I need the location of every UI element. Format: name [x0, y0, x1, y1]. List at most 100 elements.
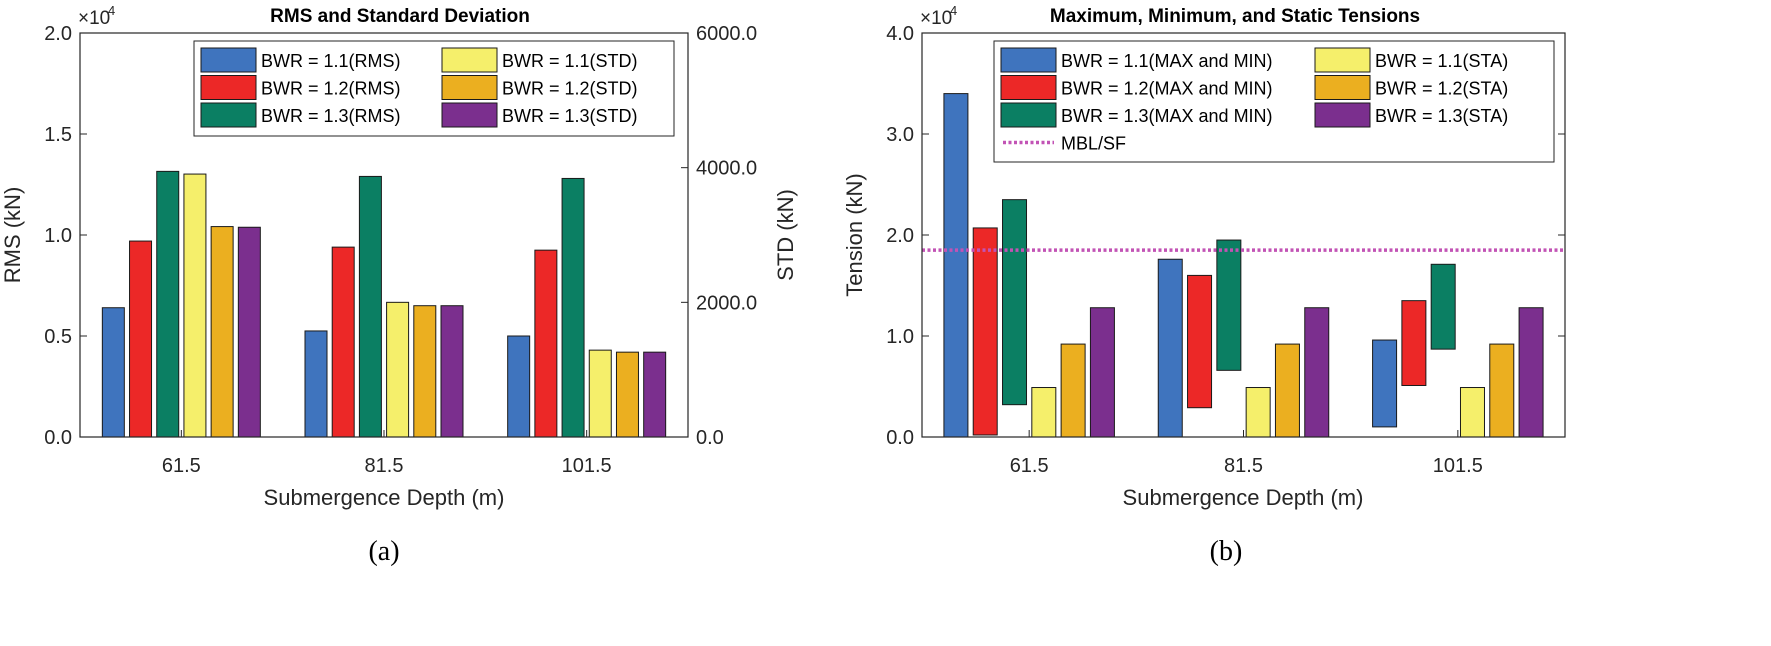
- bar-bwr-1-2-max-and-min-81-5: [1187, 274, 1213, 409]
- legend-swatch-bwr-1-3-std: [441, 102, 498, 128]
- legend-label-mbl-sf: MBL/SF: [1061, 134, 1126, 154]
- bar-bwr-1-1-max-and-min-61-5: [943, 93, 969, 438]
- x-tick-label: 101.5: [1433, 455, 1483, 477]
- bar-bwr-1-3-std-81-5: [440, 305, 464, 438]
- bar-bwr-1-1-sta-81-5: [1245, 387, 1271, 438]
- bar-bwr-1-2-std-101-5: [615, 351, 639, 438]
- legend-swatch-bwr-1-1-max-and-min: [1000, 47, 1057, 73]
- bar-bwr-1-3-sta-101-5: [1518, 307, 1544, 438]
- chart-a-x-label: Submergence Depth (m): [264, 485, 505, 510]
- legend-label-bwr-1-3-sta: BWR = 1.3(STA): [1375, 106, 1508, 126]
- legend-label-bwr-1-1-rms: BWR = 1.1(RMS): [261, 51, 401, 71]
- y-tick-label: 3.0: [886, 124, 914, 146]
- chart-a-axes: 0.0 0.5 1.0 1.5 2.0 0.0 2000.0 4000.0 6000.0 61.5…: [44, 23, 757, 477]
- chart-a-title: RMS and Standard Deviation: [270, 6, 530, 27]
- bar-bwr-1-2-std-61-5: [210, 226, 234, 438]
- bar-bwr-1-2-std-81-5: [413, 305, 437, 438]
- y-tick-label: 0.0: [44, 427, 72, 449]
- bar-bwr-1-1-std-61-5: [183, 173, 207, 438]
- chart-a-legend: BWR = 1.1(RMS) BWR = 1.2(RMS) BWR = 1.3(RM…: [193, 40, 675, 137]
- y-tick-label: 0.5: [44, 326, 72, 348]
- bar-bwr-1-1-sta-101-5: [1459, 387, 1485, 438]
- bar-bwr-1-1-max-and-min-101-5: [1372, 339, 1398, 428]
- bar-bwr-1-3-max-and-min-81-5: [1216, 239, 1242, 371]
- legend-swatch-bwr-1-3-sta: [1314, 102, 1371, 128]
- bar-bwr-1-2-sta-81-5: [1274, 343, 1300, 438]
- legend-label-bwr-1-2-max-and-min: BWR = 1.2(MAX and MIN): [1061, 79, 1273, 99]
- chart-rms-std: RMS and Standard Deviation ×10 4 0.0 0.5 1…: [0, 3, 798, 567]
- bar-bwr-1-3-std-61-5: [237, 226, 261, 438]
- legend-label-bwr-1-2-std: BWR = 1.2(STD): [502, 79, 638, 99]
- y-tick-label: 4.0: [886, 23, 914, 45]
- bar-bwr-1-2-rms-81-5: [331, 246, 355, 438]
- legend-label-bwr-1-2-rms: BWR = 1.2(RMS): [261, 79, 401, 99]
- bar-bwr-1-3-rms-101-5: [561, 177, 585, 438]
- chart-b-bars: [943, 93, 1544, 438]
- legend-swatch-bwr-1-2-rms: [200, 75, 257, 100]
- legend-label-bwr-1-3-max-and-min: BWR = 1.3(MAX and MIN): [1061, 106, 1273, 126]
- chart-a-y-label-right: STD (kN): [773, 189, 798, 281]
- bar-bwr-1-2-sta-61-5: [1060, 343, 1086, 438]
- bar-bwr-1-3-rms-81-5: [358, 175, 382, 438]
- chart-a-bars: [101, 170, 667, 438]
- y-right-tick-label: 4000.0: [696, 158, 757, 180]
- chart-a-y-exponent-power: 4: [108, 3, 115, 18]
- legend-swatch-bwr-1-2-max-and-min: [1000, 75, 1057, 100]
- bar-bwr-1-3-rms-61-5: [156, 170, 180, 438]
- chart-a-y-label: RMS (kN): [0, 187, 25, 284]
- y-right-tick-label: 6000.0: [696, 23, 757, 45]
- y-tick-label: 2.0: [886, 225, 914, 247]
- chart-b-x-label: Submergence Depth (m): [1123, 485, 1364, 510]
- bar-bwr-1-3-std-101-5: [643, 351, 667, 438]
- bar-bwr-1-3-sta-81-5: [1304, 307, 1330, 438]
- x-tick-label: 81.5: [365, 455, 404, 477]
- chart-b-title: Maximum, Minimum, and Static Tensions: [1050, 6, 1420, 27]
- bar-bwr-1-1-std-81-5: [386, 301, 410, 438]
- bar-bwr-1-2-rms-101-5: [534, 249, 558, 438]
- bar-bwr-1-3-sta-61-5: [1089, 307, 1115, 438]
- x-tick-label: 61.5: [1010, 455, 1049, 477]
- chart-tensions: Maximum, Minimum, and Static Tensions ×1…: [842, 3, 1566, 567]
- chart-b-panel-label: (b): [1210, 536, 1243, 567]
- x-tick-label: 101.5: [562, 455, 612, 477]
- bar-bwr-1-1-max-and-min-81-5: [1157, 258, 1183, 438]
- legend-label-bwr-1-1-std: BWR = 1.1(STD): [502, 51, 638, 71]
- bar-bwr-1-2-sta-101-5: [1489, 343, 1515, 438]
- legend-box: [193, 40, 675, 137]
- legend-label-bwr-1-3-std: BWR = 1.3(STD): [502, 106, 638, 126]
- y-tick-label: 1.0: [44, 225, 72, 247]
- y-tick-label: 1.5: [44, 124, 72, 146]
- y-right-tick-label: 0.0: [696, 427, 724, 449]
- bar-bwr-1-1-rms-101-5: [507, 335, 531, 438]
- y-right-tick-label: 2000.0: [696, 292, 757, 314]
- chart-a-plot-frame: [79, 32, 689, 438]
- y-tick-label: 0.0: [886, 427, 914, 449]
- bar-bwr-1-2-rms-61-5: [129, 240, 153, 438]
- chart-b-y-exponent-power: 4: [950, 3, 957, 18]
- legend-swatch-bwr-1-2-std: [441, 75, 498, 100]
- legend-swatch-bwr-1-3-max-and-min: [1000, 102, 1057, 128]
- legend-swatch-bwr-1-1-sta: [1314, 47, 1371, 73]
- bar-bwr-1-1-std-101-5: [588, 349, 612, 438]
- legend-label-bwr-1-1-sta: BWR = 1.1(STA): [1375, 51, 1508, 71]
- x-tick-label: 61.5: [162, 455, 201, 477]
- y-tick-label: 2.0: [44, 23, 72, 45]
- chart-b-y-label: Tension (kN): [842, 173, 867, 296]
- legend-swatch-bwr-1-1-rms: [200, 47, 257, 73]
- bar-bwr-1-3-max-and-min-101-5: [1430, 263, 1456, 350]
- bar-bwr-1-2-max-and-min-61-5: [972, 227, 998, 436]
- legend-swatch-bwr-1-2-sta: [1314, 75, 1371, 100]
- x-tick-label: 81.5: [1224, 455, 1263, 477]
- chart-b-plot-frame: [921, 32, 1566, 438]
- bar-bwr-1-1-rms-81-5: [304, 330, 328, 438]
- legend-box: [993, 40, 1555, 163]
- bar-bwr-1-3-max-and-min-61-5: [1002, 199, 1028, 406]
- chart-b-axes: 0.0 1.0 2.0 3.0 4.0 61.5 81.5 101.5: [886, 23, 1565, 477]
- chart-b-y-exponent-base: ×10: [920, 8, 952, 29]
- chart-a-panel-label: (a): [368, 536, 399, 567]
- legend-label-bwr-1-3-rms: BWR = 1.3(RMS): [261, 106, 401, 126]
- bar-bwr-1-1-sta-61-5: [1031, 387, 1057, 438]
- legend-label-bwr-1-2-sta: BWR = 1.2(STA): [1375, 79, 1508, 99]
- chart-b-legend: BWR = 1.1(MAX and MIN) BWR = 1.2(MAX and …: [993, 40, 1555, 163]
